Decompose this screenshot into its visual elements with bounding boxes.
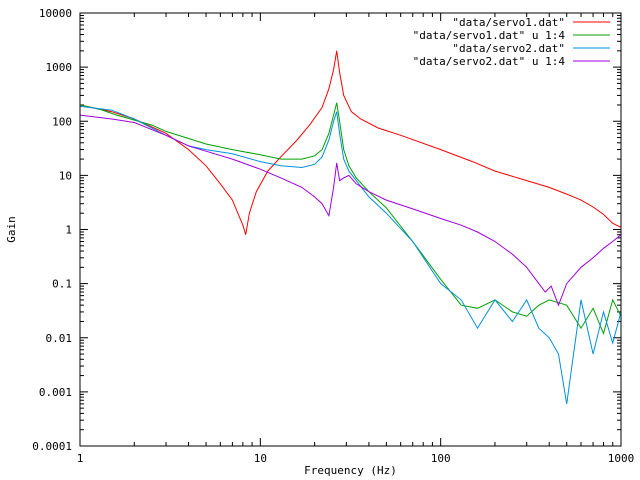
y-axis-ticks: 0.0001 0.001 0.01 0.1 1 10 100 1000 10000 — [32, 7, 621, 453]
series-layer — [79, 50, 622, 404]
legend-label: "data/servo2.dat" — [452, 42, 565, 55]
y-tick-label: 10000 — [39, 7, 72, 20]
legend-label: "data/servo2.dat" u 1:4 — [413, 55, 566, 68]
series-line-3 — [79, 105, 622, 404]
y-axis-label: Gain — [5, 216, 18, 243]
y-tick-label: 0.0001 — [32, 440, 72, 453]
x-axis-label: Frequency (Hz) — [304, 464, 397, 477]
y-tick-label: 10 — [59, 169, 72, 182]
x-tick-label: 1 — [77, 452, 84, 465]
y-tick-label: 0.001 — [39, 386, 72, 399]
y-tick-label: 0.1 — [52, 278, 72, 291]
series-line-2 — [79, 102, 622, 336]
series-line-4 — [79, 114, 622, 307]
y-tick-label: 0.01 — [46, 332, 73, 345]
x-tick-label: 100 — [431, 452, 451, 465]
y-tick-label: 1000 — [46, 61, 73, 74]
legend-label: "data/servo1.dat" — [452, 16, 565, 29]
series-line-1 — [79, 50, 622, 235]
x-tick-label: 1000 — [608, 452, 635, 465]
x-tick-label: 10 — [254, 452, 267, 465]
legend: "data/servo1.dat""data/servo1.dat" u 1:4… — [413, 16, 610, 68]
y-tick-label: 1 — [65, 224, 72, 237]
legend-label: "data/servo1.dat" u 1:4 — [413, 29, 566, 42]
y-tick-label: 100 — [52, 115, 72, 128]
x-axis-ticks: 1 10 100 1000 — [77, 13, 635, 465]
plot-frame — [79, 12, 622, 447]
